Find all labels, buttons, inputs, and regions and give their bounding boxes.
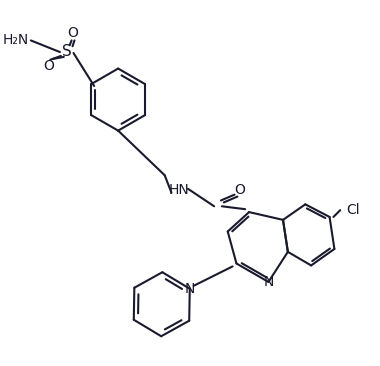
Text: HN: HN [169, 183, 190, 197]
Text: Cl: Cl [346, 203, 359, 217]
Text: N: N [263, 275, 274, 289]
Text: H₂N: H₂N [3, 33, 29, 48]
Text: O: O [234, 183, 245, 197]
Text: S: S [62, 44, 71, 59]
Text: O: O [67, 26, 78, 40]
Text: O: O [43, 59, 54, 72]
Text: N: N [185, 282, 195, 296]
